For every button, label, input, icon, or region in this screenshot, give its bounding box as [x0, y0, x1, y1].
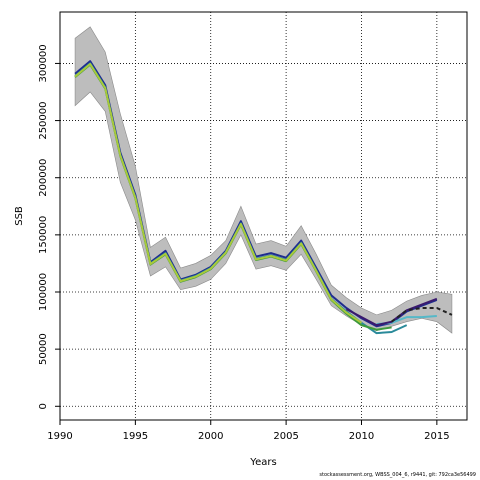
footer-note: stockassessment.org, WBSS_004_6, r9441, …	[319, 472, 476, 478]
y-tick-label: 50000	[38, 333, 49, 365]
y-axis: 0 50000 100000 150000 200000 250000 300000	[38, 44, 60, 409]
confidence-band-area	[74, 26, 453, 334]
grid-lines	[60, 12, 467, 420]
y-tick-label: 200000	[38, 159, 49, 197]
y-tick-label: 250000	[38, 101, 49, 139]
confidence-band	[74, 26, 453, 334]
x-axis: 1990 1995 2000 2005 2010 2015	[47, 420, 450, 442]
series-line	[74, 63, 363, 324]
y-axis-title: SSB	[14, 206, 25, 226]
x-tick-label: 2015	[424, 431, 449, 442]
series-lines	[74, 60, 453, 335]
x-tick-label: 2010	[349, 431, 374, 442]
x-tick-label: 2000	[198, 431, 223, 442]
plot-area-border	[59, 11, 468, 421]
x-tick-label: 1995	[123, 431, 148, 442]
y-tick-label: 0	[38, 403, 49, 409]
y-tick-label: 300000	[38, 44, 49, 82]
x-tick-label: 1990	[47, 431, 72, 442]
x-axis-title: Years	[249, 457, 276, 468]
y-tick-label: 150000	[38, 216, 49, 254]
series-line	[74, 63, 392, 331]
series-line	[74, 62, 408, 335]
x-tick-label: 2005	[273, 431, 298, 442]
y-tick-label: 100000	[38, 273, 49, 311]
